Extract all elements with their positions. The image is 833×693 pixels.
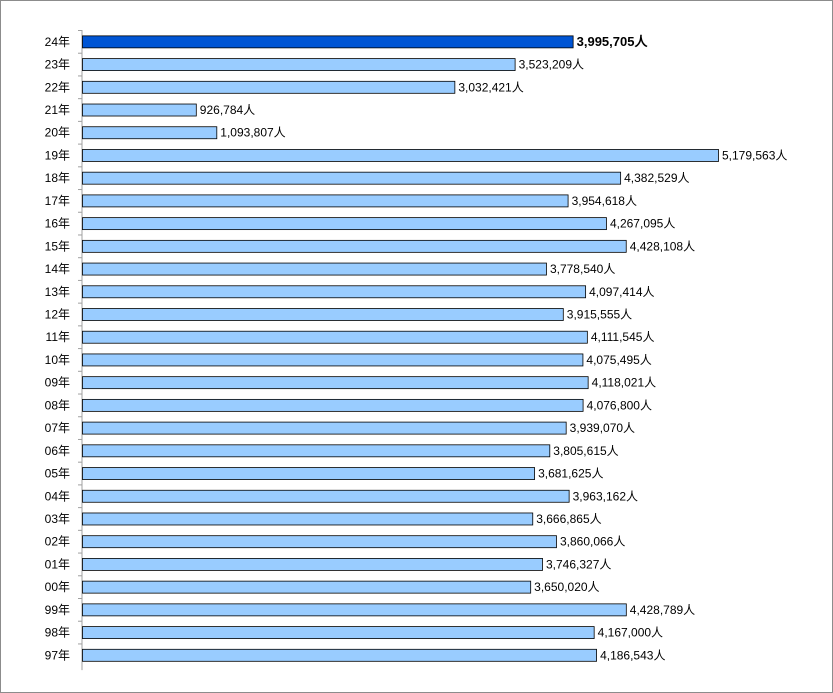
data-label: 3,915,555人 xyxy=(567,308,632,322)
bar xyxy=(82,103,197,117)
data-label: 4,075,495人 xyxy=(586,353,651,367)
bar xyxy=(82,126,218,140)
bar xyxy=(82,376,589,390)
category-label: 02年 xyxy=(45,535,70,549)
category-label: 23年 xyxy=(45,58,70,72)
bar xyxy=(82,194,569,208)
category-label: 21年 xyxy=(45,103,70,117)
bar xyxy=(82,512,534,526)
bar xyxy=(82,217,607,231)
category-label: 16年 xyxy=(45,217,70,231)
data-label: 3,778,540人 xyxy=(550,262,615,276)
bar xyxy=(82,398,584,412)
category-label: 10年 xyxy=(45,353,70,367)
bar xyxy=(82,467,535,480)
bar xyxy=(82,58,516,71)
category-label: 15年 xyxy=(45,239,70,253)
bar xyxy=(82,353,584,367)
category-label: 06年 xyxy=(45,444,70,458)
data-label: 3,032,421人 xyxy=(458,80,523,94)
data-label: 3,995,705人 xyxy=(577,34,649,49)
data-label: 3,954,618人 xyxy=(572,194,637,208)
category-label: 09年 xyxy=(45,376,70,390)
category-label: 01年 xyxy=(45,557,70,571)
category-label: 07年 xyxy=(45,421,70,435)
data-label: 4,167,000人 xyxy=(598,626,663,640)
data-label: 4,186,543人 xyxy=(600,648,665,662)
bar xyxy=(82,80,456,94)
data-label: 4,076,800人 xyxy=(587,398,652,412)
data-label: 3,523,209人 xyxy=(519,58,584,72)
data-label: 3,746,327人 xyxy=(546,557,611,571)
category-label: 19年 xyxy=(45,148,70,162)
category-label: 04年 xyxy=(45,489,70,503)
bar xyxy=(82,648,597,662)
data-label: 926,784人 xyxy=(200,103,255,117)
bar xyxy=(82,580,532,594)
data-label: 4,111,545人 xyxy=(591,330,655,344)
data-label: 5,179,563人 xyxy=(722,148,787,162)
category-label: 24年 xyxy=(45,35,70,49)
bar xyxy=(82,421,567,435)
bar xyxy=(82,330,588,344)
data-label: 3,650,020人 xyxy=(534,580,599,594)
bar xyxy=(82,239,627,253)
data-label: 1,093,807人 xyxy=(220,126,285,140)
bar xyxy=(82,285,587,299)
data-label: 3,681,625人 xyxy=(538,467,603,481)
category-label: 14年 xyxy=(45,262,70,276)
data-label: 4,118,021人 xyxy=(592,376,657,390)
bar xyxy=(82,626,595,639)
category-label: 97年 xyxy=(45,648,70,662)
category-label: 99年 xyxy=(45,603,70,617)
bar xyxy=(82,308,564,321)
category-label: 12年 xyxy=(45,308,70,322)
data-label: 4,267,095人 xyxy=(610,217,675,231)
data-label: 3,860,066人 xyxy=(560,535,625,549)
data-label: 4,428,789人 xyxy=(630,603,695,617)
category-label: 00年 xyxy=(45,580,70,594)
category-label: 03年 xyxy=(45,512,70,526)
data-label: 4,428,108人 xyxy=(630,239,695,253)
category-label: 22年 xyxy=(45,80,70,94)
category-label: 98年 xyxy=(45,626,70,640)
bar xyxy=(82,558,543,571)
category-label: 08年 xyxy=(45,398,70,412)
bar xyxy=(82,149,719,162)
category-label: 05年 xyxy=(45,467,70,481)
bar xyxy=(82,489,570,503)
data-label: 3,939,070人 xyxy=(570,421,635,435)
data-label: 3,805,615人 xyxy=(553,444,618,458)
category-label: 20年 xyxy=(45,126,70,140)
bar xyxy=(82,535,557,549)
category-label: 17年 xyxy=(45,194,70,208)
bar xyxy=(82,171,622,185)
data-label: 4,382,529人 xyxy=(624,171,689,185)
category-label: 11年 xyxy=(46,330,70,344)
category-label: 13年 xyxy=(45,285,70,299)
data-label: 3,666,865人 xyxy=(536,512,601,526)
bar xyxy=(82,444,551,458)
bar xyxy=(82,35,574,49)
category-label: 18年 xyxy=(45,171,70,185)
bar xyxy=(82,262,547,276)
bar xyxy=(82,603,627,617)
data-label: 4,097,414人 xyxy=(589,285,654,299)
data-label: 3,963,162人 xyxy=(573,489,638,503)
